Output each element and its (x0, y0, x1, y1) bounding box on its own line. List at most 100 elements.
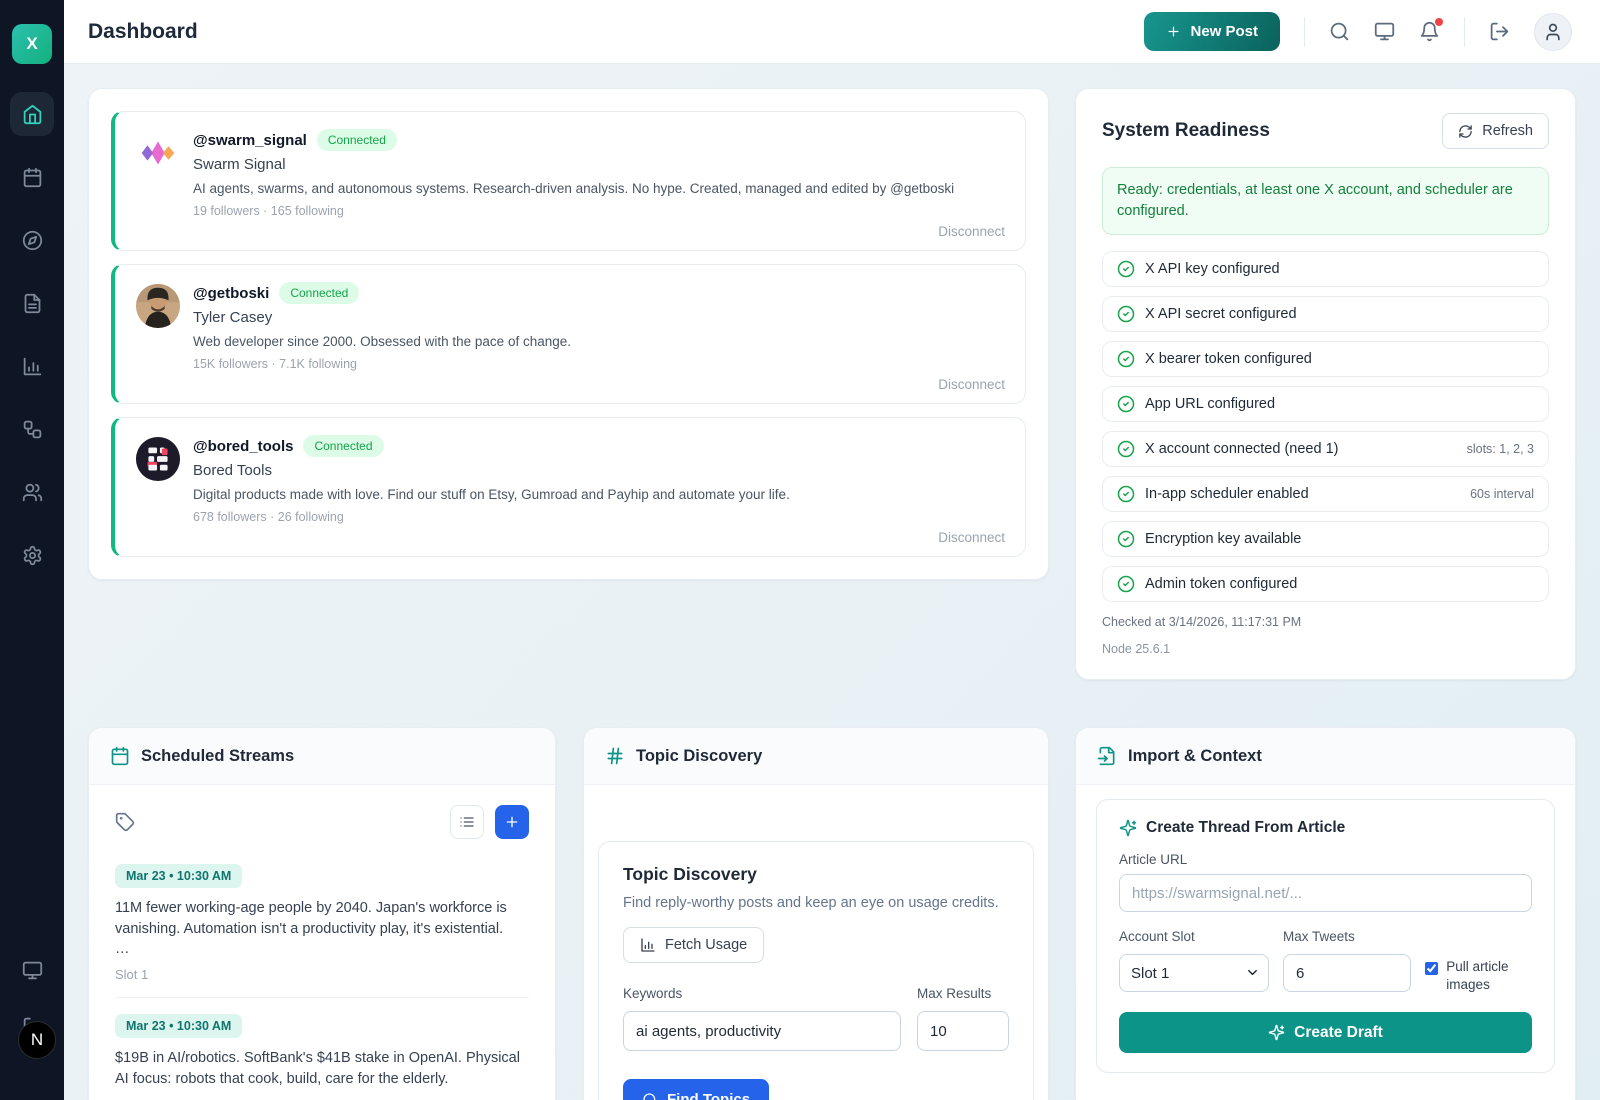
top-header: Dashboard New Post (64, 0, 1600, 64)
sidebar-item-settings[interactable] (10, 533, 54, 577)
pull-images-checkbox[interactable] (1425, 960, 1439, 977)
account-card-getboski: @getboski Connected Tyler Casey Web deve… (111, 264, 1026, 404)
signout-button[interactable] (1489, 21, 1510, 42)
sidebar-item-accounts[interactable] (10, 470, 54, 514)
dev-tools-badge[interactable]: N (18, 1021, 56, 1059)
form-title: Topic Discovery (623, 864, 757, 884)
keywords-input[interactable] (623, 1011, 901, 1051)
new-post-button[interactable]: New Post (1144, 12, 1280, 51)
home-icon (22, 104, 43, 125)
max-results-label: Max Results (917, 986, 992, 1001)
account-stats: 15K followers · 7.1K following (193, 357, 357, 371)
form-description: Find reply-worthy posts and keep an eye … (623, 895, 999, 911)
status-badge: Connected (303, 435, 384, 457)
sidebar: X (0, 0, 64, 1100)
create-thread-form: Create Thread From Article Article URL A… (1096, 799, 1555, 1074)
notifications-button[interactable] (1419, 18, 1443, 42)
stream-item[interactable]: Mar 23 • 10:30 AM 11M fewer working-age … (115, 864, 529, 982)
tag-filter-button[interactable] (115, 812, 135, 832)
article-url-input[interactable] (1119, 874, 1532, 912)
account-card-bored-tools: @bored_tools Connected Bored Tools Digit… (111, 417, 1026, 557)
list-view-button[interactable] (450, 805, 484, 839)
stream-item[interactable]: Mar 23 • 10:30 AM $19B in AI/robotics. S… (115, 1014, 529, 1100)
header-divider (1304, 16, 1305, 47)
app-logo[interactable]: X (12, 24, 52, 64)
refresh-icon (1458, 124, 1473, 139)
account-slot-label: Account Slot (1119, 929, 1195, 944)
sidebar-item-explore[interactable] (10, 218, 54, 262)
sparkles-icon (1119, 819, 1137, 837)
account-stats: 678 followers · 26 following (193, 510, 344, 524)
find-topics-button[interactable]: Find Topics (623, 1079, 770, 1100)
tag-icon (115, 812, 135, 832)
check-row-scheduler: In-app scheduler enabled 60s interval (1102, 476, 1549, 513)
check-circle-icon (1117, 350, 1135, 368)
topic-discovery-form: Topic Discovery Find reply-worthy posts … (598, 841, 1034, 1100)
max-tweets-input[interactable] (1283, 954, 1411, 992)
disconnect-button[interactable]: Disconnect (938, 377, 1005, 392)
system-readiness-panel: System Readiness Refresh Ready: credenti… (1075, 88, 1576, 680)
check-row-api-key: X API key configured (1102, 251, 1549, 288)
disconnect-button[interactable]: Disconnect (938, 224, 1005, 239)
monitor-icon (22, 960, 43, 981)
settings-icon (22, 545, 43, 566)
card-title: Topic Discovery (636, 746, 763, 765)
check-circle-icon (1117, 395, 1135, 413)
ready-banner: Ready: credentials, at least one X accou… (1102, 167, 1549, 236)
panel-title: System Readiness (1102, 120, 1270, 141)
avatar (135, 436, 181, 482)
account-stats: 19 followers · 165 following (193, 204, 344, 218)
monitor-icon (1374, 21, 1395, 42)
avatar (135, 130, 181, 176)
list-icon (459, 814, 475, 830)
check-circle-icon (1117, 305, 1135, 323)
account-bio: Digital products made with love. Find ou… (193, 487, 790, 502)
import-context-card: Import & Context Create Thread From Arti… (1075, 727, 1576, 1100)
users-icon (22, 482, 43, 503)
display-mode-button[interactable] (1374, 21, 1395, 42)
topic-discovery-card: Topic Discovery Topic Discovery Find rep… (583, 727, 1049, 1100)
keywords-label: Keywords (623, 986, 683, 1001)
stream-time-badge: Mar 23 • 10:30 AM (115, 864, 243, 888)
sidebar-item-schedule[interactable] (10, 155, 54, 199)
max-results-input[interactable] (917, 1011, 1009, 1051)
avatar[interactable] (1534, 12, 1572, 51)
check-row-x-account: X account connected (need 1) slots: 1, 2… (1102, 431, 1549, 468)
account-card-swarm-signal: @swarm_signal Connected Swarm Signal AI … (111, 111, 1026, 251)
sidebar-item-dashboard[interactable] (10, 92, 54, 136)
card-title: Import & Context (1128, 746, 1262, 765)
account-handle: @swarm_signal (193, 131, 307, 149)
stream-time-badge: Mar 23 • 10:30 AM (115, 1014, 243, 1039)
document-icon (22, 293, 43, 314)
disconnect-button[interactable]: Disconnect (938, 530, 1005, 545)
search-icon (642, 1092, 658, 1100)
status-badge: Connected (316, 129, 397, 151)
account-handle: @getboski (193, 284, 270, 302)
page-title: Dashboard (88, 19, 198, 43)
stream-ellipsis: … (115, 941, 130, 958)
file-import-icon (1097, 746, 1117, 766)
search-button[interactable] (1329, 21, 1350, 42)
plus-icon (504, 814, 520, 830)
checked-at-timestamp: Checked at 3/14/2026, 11:17:31 PM (1102, 615, 1302, 630)
refresh-button[interactable]: Refresh (1442, 113, 1549, 149)
add-stream-button[interactable] (495, 805, 529, 839)
check-row-encryption-key: Encryption key available (1102, 521, 1549, 558)
fetch-usage-button[interactable]: Fetch Usage (623, 927, 765, 963)
pull-images-label: Pull article images (1446, 959, 1509, 993)
create-draft-button[interactable]: Create Draft (1119, 1012, 1532, 1054)
sidebar-item-display[interactable] (10, 948, 54, 992)
sidebar-item-drafts[interactable] (10, 281, 54, 325)
sidebar-item-analytics[interactable] (10, 344, 54, 388)
account-bio: AI agents, swarms, and autonomous system… (193, 181, 955, 196)
chart-icon (640, 937, 656, 953)
check-row-app-url: App URL configured (1102, 386, 1549, 423)
account-slot-select[interactable]: Slot 1 (1119, 954, 1269, 992)
sparkles-icon (1268, 1024, 1285, 1041)
header-divider (1464, 16, 1465, 47)
sidebar-item-workflow[interactable] (10, 407, 54, 451)
account-handle: @bored_tools (193, 437, 294, 455)
logout-icon (1489, 21, 1510, 42)
notification-dot (1435, 18, 1443, 26)
check-row-admin-token: Admin token configured (1102, 566, 1549, 603)
